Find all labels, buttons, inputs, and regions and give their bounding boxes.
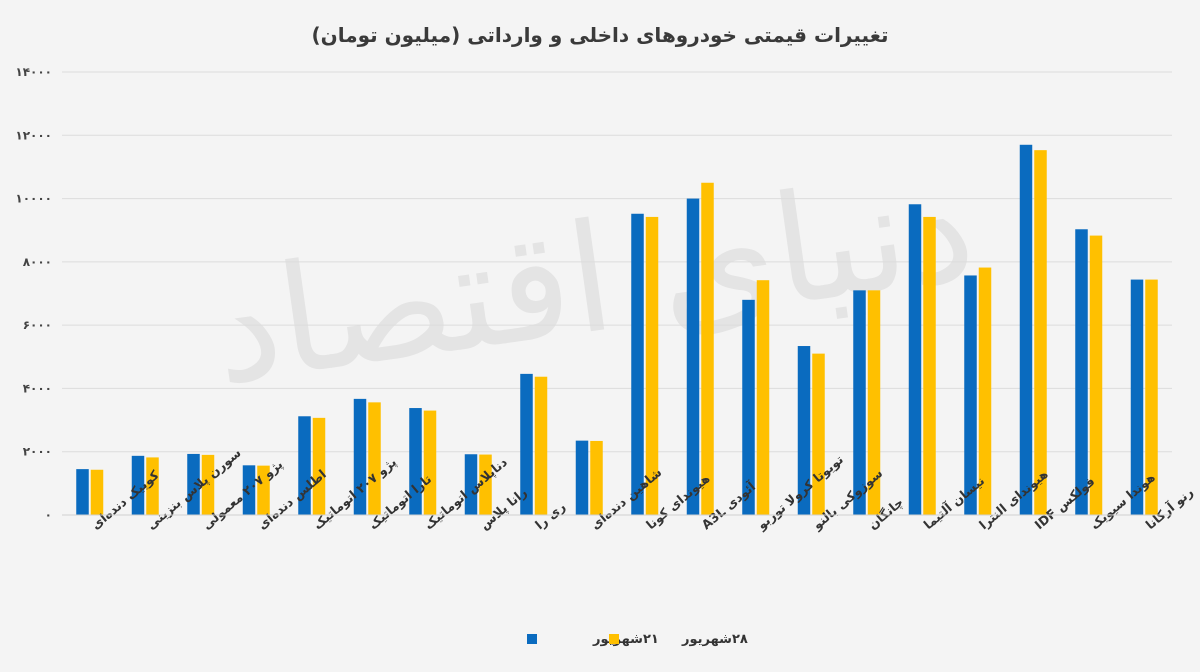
y-tick-label: ۱۲۰۰۰ [15, 128, 52, 142]
bar-series2 [1145, 279, 1158, 515]
legend-label: ۲۱شهریور [592, 632, 659, 647]
bar-series2 [590, 440, 603, 515]
gridlines [62, 71, 1172, 516]
bar-series1 [131, 455, 145, 515]
bar-series1 [409, 408, 422, 515]
y-tick-label: ۱۴۰۰۰ [15, 65, 52, 79]
bar-series2 [978, 267, 992, 515]
bar-series2 [701, 182, 714, 515]
bars [76, 144, 1158, 516]
bar-series1 [1075, 229, 1088, 515]
bar-series1 [353, 398, 367, 515]
bar-series2 [812, 353, 825, 515]
bar-series2 [423, 410, 437, 515]
bar-series2 [1089, 235, 1103, 515]
bar-series1 [575, 440, 589, 515]
bar-series1 [686, 198, 700, 516]
chart-title: تغییرات قیمتی خودروهای داخلی و وارداتی (… [311, 23, 888, 47]
bar-series1 [520, 373, 533, 515]
bar-series2 [867, 290, 881, 515]
bar-series2 [368, 402, 381, 515]
bar-series1 [853, 290, 866, 515]
bar-series2 [1034, 150, 1047, 516]
bar-series1 [187, 453, 200, 515]
bar-series2 [312, 417, 326, 515]
bar-series1 [298, 416, 311, 515]
y-axis: ۱۴۰۰۰ ۱۲۰۰۰ ۱۰۰۰۰ ۸۰۰۰ ۶۰۰۰ ۴۰۰۰ ۲۰۰۰ ۰ [15, 65, 52, 522]
bar-series1 [464, 454, 478, 515]
legend-swatch [609, 634, 619, 644]
legend: ۲۱شهریور ۲۸شهریور [527, 632, 748, 647]
y-tick-label: ۱۰۰۰۰ [15, 192, 52, 206]
watermark-logo: دنیای اقتصاد [202, 140, 985, 419]
bar-series2 [146, 457, 159, 515]
bar-series2 [201, 454, 215, 515]
bar-series1 [242, 465, 256, 515]
y-tick-label: ۸۰۰۰ [23, 255, 52, 269]
bar-series1 [797, 346, 811, 515]
y-tick-label: ۲۰۰۰ [23, 445, 52, 459]
bar-series2 [534, 376, 548, 515]
bar-series2 [923, 216, 936, 515]
bar-series2 [90, 469, 104, 515]
bar-series1 [1019, 144, 1033, 515]
bar-series2 [645, 216, 659, 515]
bar-series1 [631, 213, 644, 515]
bar-series2 [479, 454, 492, 515]
y-tick-label: ۶۰۰۰ [23, 318, 52, 332]
bar-series1 [742, 299, 755, 515]
bar-series1 [76, 469, 89, 515]
bar-series2 [257, 465, 270, 515]
y-tick-label: ۴۰۰۰ [23, 381, 52, 395]
y-tick-label: ۰ [45, 508, 52, 522]
bar-series2 [756, 280, 770, 515]
legend-label: ۲۸شهریور [681, 632, 748, 647]
bar-series1 [1130, 279, 1144, 515]
bar-series1 [964, 275, 977, 515]
bar-series1 [908, 204, 922, 515]
legend-swatch [527, 634, 537, 644]
